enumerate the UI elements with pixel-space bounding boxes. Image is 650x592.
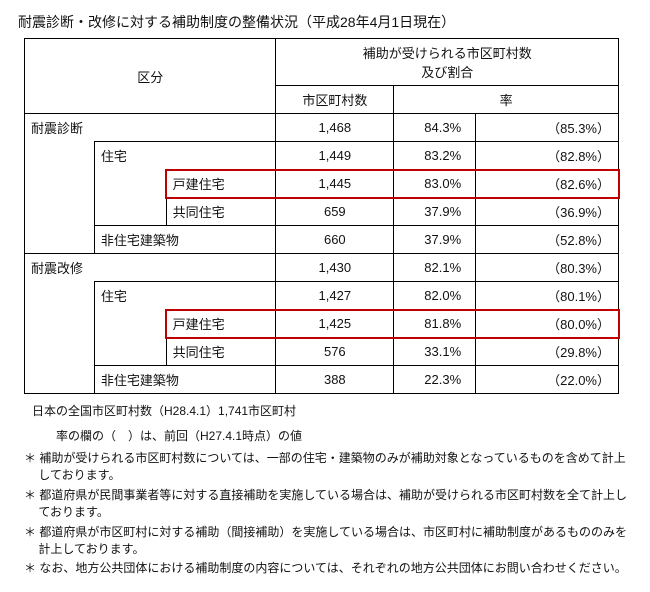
notes: ＊ 補助が受けられる市区町村数については、一部の住宅・建築物のみが補助対象となっ… — [24, 450, 632, 578]
cell-count: 1,445 — [276, 170, 394, 198]
cell-prev: （82.6%） — [476, 170, 619, 198]
cell-prev: （82.8%） — [476, 142, 619, 170]
cell-prev: （22.0%） — [476, 366, 619, 394]
indent-cell — [25, 282, 95, 310]
indent-cell — [25, 366, 95, 394]
cell-count: 1,449 — [276, 142, 394, 170]
table-row: 非住宅建築物38822.3%（22.0%） — [25, 366, 619, 394]
indent-cell — [94, 310, 166, 338]
cell-pct: 22.3% — [394, 366, 476, 394]
cell-pct: 83.0% — [394, 170, 476, 198]
table-row: 戸建住宅1,44583.0%（82.6%） — [25, 170, 619, 198]
note-line: ＊ 補助が受けられる市区町村数については、一部の住宅・建築物のみが補助対象となっ… — [24, 450, 632, 485]
subsidy-table: 区分 補助が受けられる市区町村数 及び割合 市区町村数 率 耐震診断1,4688… — [24, 38, 619, 394]
note-line: ＊ 都道府県が市区町村に対する補助（間接補助）を実施している場合は、市区町村に補… — [24, 524, 632, 559]
indent-cell — [25, 198, 95, 226]
cell-pct: 37.9% — [394, 198, 476, 226]
cell-prev: （52.8%） — [476, 226, 619, 254]
indent-cell — [25, 170, 95, 198]
indent-cell — [94, 198, 166, 226]
row-label: 非住宅建築物 — [94, 226, 276, 254]
row-label: 戸建住宅 — [166, 170, 276, 198]
cell-count: 1,425 — [276, 310, 394, 338]
row-label: 共同住宅 — [166, 338, 276, 366]
cell-prev: （80.1%） — [476, 282, 619, 310]
cell-prev: （80.0%） — [476, 310, 619, 338]
table-row: 住宅1,42782.0%（80.1%） — [25, 282, 619, 310]
row-label: 耐震診断 — [25, 114, 276, 142]
cell-count: 659 — [276, 198, 394, 226]
indent-cell — [94, 338, 166, 366]
cell-pct: 82.1% — [394, 254, 476, 282]
footnote-total: 日本の全国市区町村数（H28.4.1）1,741市区町村 — [32, 402, 632, 419]
row-label: 住宅 — [94, 282, 276, 310]
page-title: 耐震診断・改修に対する補助制度の整備状況（平成28年4月1日現在） — [18, 12, 632, 32]
indent-cell — [94, 170, 166, 198]
row-label: 住宅 — [94, 142, 276, 170]
note-line: ＊ なお、地方公共団体における補助制度の内容については、それぞれの地方公共団体に… — [24, 560, 632, 577]
cell-prev: （36.9%） — [476, 198, 619, 226]
cell-pct: 83.2% — [394, 142, 476, 170]
footnote-rate: 率の欄の（ ）は、前回（H27.4.1時点）の値 — [56, 427, 632, 444]
cell-pct: 81.8% — [394, 310, 476, 338]
row-label: 非住宅建築物 — [94, 366, 276, 394]
table-row: 耐震診断1,46884.3%（85.3%） — [25, 114, 619, 142]
cell-pct: 82.0% — [394, 282, 476, 310]
indent-cell — [25, 226, 95, 254]
cell-count: 660 — [276, 226, 394, 254]
indent-cell — [25, 310, 95, 338]
table-row: 耐震改修1,43082.1%（80.3%） — [25, 254, 619, 282]
cell-count: 576 — [276, 338, 394, 366]
row-label: 耐震改修 — [25, 254, 276, 282]
cell-prev: （85.3%） — [476, 114, 619, 142]
table-row: 共同住宅57633.1%（29.8%） — [25, 338, 619, 366]
note-line: ＊ 都道府県が民間事業者等に対する直接補助を実施している場合は、補助が受けられる… — [24, 487, 632, 522]
cell-pct: 37.9% — [394, 226, 476, 254]
table-row: 住宅1,44983.2%（82.8%） — [25, 142, 619, 170]
cell-pct: 84.3% — [394, 114, 476, 142]
hdr-group: 補助が受けられる市区町村数 及び割合 — [276, 39, 619, 86]
cell-pct: 33.1% — [394, 338, 476, 366]
cell-prev: （29.8%） — [476, 338, 619, 366]
indent-cell — [25, 338, 95, 366]
table-row: 共同住宅65937.9%（36.9%） — [25, 198, 619, 226]
hdr-category: 区分 — [25, 39, 276, 114]
row-label: 共同住宅 — [166, 198, 276, 226]
hdr-count: 市区町村数 — [276, 86, 394, 114]
table-body: 耐震診断1,46884.3%（85.3%）住宅1,44983.2%（82.8%）… — [25, 114, 619, 394]
table-wrap: 区分 補助が受けられる市区町村数 及び割合 市区町村数 率 耐震診断1,4688… — [18, 38, 619, 394]
cell-count: 1,430 — [276, 254, 394, 282]
table-row: 非住宅建築物66037.9%（52.8%） — [25, 226, 619, 254]
row-label: 戸建住宅 — [166, 310, 276, 338]
cell-prev: （80.3%） — [476, 254, 619, 282]
table-row: 戸建住宅1,42581.8%（80.0%） — [25, 310, 619, 338]
cell-count: 388 — [276, 366, 394, 394]
indent-cell — [25, 142, 95, 170]
cell-count: 1,427 — [276, 282, 394, 310]
hdr-rate: 率 — [394, 86, 619, 114]
cell-count: 1,468 — [276, 114, 394, 142]
